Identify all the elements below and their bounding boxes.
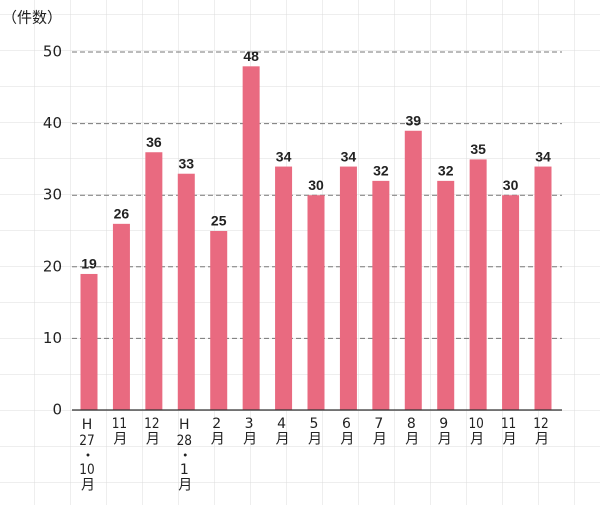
x-tick-label-box: 12月 [533, 417, 549, 446]
x-tick-label: 10月 [468, 417, 485, 446]
bar [177, 173, 195, 410]
y-tick-label: 40 [43, 114, 62, 132]
x-tick-label-box: 6月 [338, 417, 355, 446]
y-axis-label: （件数） [2, 9, 62, 27]
value-label: 34 [341, 148, 357, 164]
y-tick-label: 0 [52, 401, 62, 419]
x-tick-label: 7月 [370, 417, 387, 446]
x-tick-label-box: 9月 [435, 417, 452, 446]
value-label: 32 [438, 163, 454, 179]
value-label: 34 [535, 148, 551, 164]
x-tick-label: H28・1月 [176, 417, 193, 492]
x-tick-label-box: 11月 [500, 417, 517, 446]
y-tick-label: 20 [43, 257, 62, 275]
x-tick-label: 6月 [338, 417, 355, 446]
value-label: 35 [470, 141, 486, 157]
bar [502, 195, 520, 410]
y-tick-label: 10 [43, 329, 62, 347]
bar [339, 166, 357, 410]
x-tick-label: 4月 [273, 417, 290, 446]
bar [372, 180, 390, 410]
x-tick-label-box: 12月 [143, 417, 160, 446]
value-label: 26 [114, 206, 130, 222]
x-tick-label: 3月 [241, 417, 258, 446]
value-label: 34 [276, 148, 292, 164]
value-label: 36 [146, 134, 162, 150]
x-tick-label: 5月 [306, 417, 322, 446]
x-tick-label-box: 10月 [468, 417, 485, 446]
x-tick-label: 12月 [533, 417, 549, 446]
bar [80, 273, 98, 410]
bar [275, 166, 293, 410]
x-tick-label-box: H27・10月 [79, 417, 95, 492]
x-tick-label: 11月 [500, 417, 517, 446]
x-tick-label-box: 5月 [306, 417, 322, 446]
x-tick-label-box: 2月 [208, 417, 225, 446]
bar [112, 223, 130, 410]
x-tick-label: 12月 [143, 417, 160, 446]
bar [210, 231, 228, 410]
x-tick-label-box: 8月 [403, 417, 420, 446]
x-tick-label-box: 7月 [370, 417, 387, 446]
value-label: 30 [308, 177, 324, 193]
bar [534, 166, 552, 410]
bar [469, 159, 487, 410]
x-tick-label-box: 4月 [273, 417, 290, 446]
bar [437, 180, 455, 410]
bar [307, 195, 325, 410]
x-tick-label: 8月 [403, 417, 420, 446]
x-tick-label: H27・10月 [79, 417, 95, 492]
value-label: 30 [503, 177, 519, 193]
value-label: 48 [243, 48, 259, 64]
value-label: 33 [178, 155, 194, 171]
value-label: 25 [211, 213, 227, 229]
value-label: 39 [405, 112, 421, 128]
x-tick-label-box: 3月 [241, 417, 258, 446]
x-tick-label-box: 11月 [111, 417, 128, 446]
value-label: 32 [373, 163, 389, 179]
x-tick-label: 11月 [111, 417, 128, 446]
x-tick-label: 9月 [435, 417, 452, 446]
bar [145, 152, 163, 411]
y-tick-label: 50 [43, 43, 62, 61]
x-tick-label-box: H28・1月 [176, 417, 193, 492]
value-label: 19 [81, 256, 97, 272]
y-tick-label: 30 [43, 186, 62, 204]
bar [404, 130, 422, 410]
bar [242, 66, 260, 410]
x-tick-label: 2月 [208, 417, 225, 446]
